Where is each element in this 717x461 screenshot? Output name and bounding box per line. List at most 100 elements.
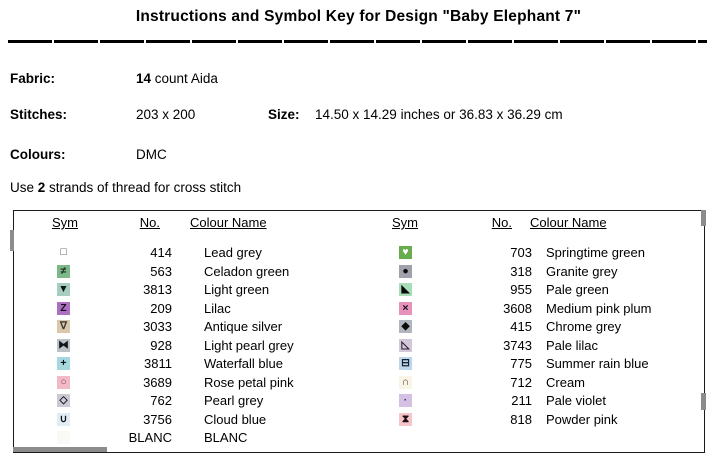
scrollbar-thumb-left[interactable] bbox=[10, 230, 14, 251]
key-row: ♥ 703 Springtime green bbox=[399, 244, 717, 263]
thread-number: 3813 bbox=[143, 282, 172, 297]
thread-number: 3689 bbox=[143, 374, 172, 390]
stitches-label: Stitches: bbox=[10, 107, 68, 122]
colour-name: Rose petal pink bbox=[204, 374, 294, 390]
title-divider-line bbox=[8, 40, 707, 43]
colour-name: Lead grey bbox=[204, 245, 262, 260]
thread-number: 3811 bbox=[144, 356, 172, 371]
hourglass-symbol-swatch: ⧗ bbox=[399, 412, 412, 426]
thread-number: 211 bbox=[511, 393, 532, 408]
header-sym-right: Sym bbox=[392, 215, 418, 230]
colour-name: Light pearl grey bbox=[204, 337, 294, 353]
small-dot-symbol-swatch: · bbox=[399, 394, 412, 407]
squared-bar-symbol-swatch: ⊟ bbox=[399, 357, 412, 370]
thread-number: 955 bbox=[510, 282, 532, 297]
colour-name: Cloud blue bbox=[204, 411, 267, 427]
triangle-lower-left-outline-symbol-swatch: ◺ bbox=[399, 338, 412, 352]
blank-symbol-swatch bbox=[57, 431, 70, 444]
header-colour-name-right: Colour Name bbox=[530, 215, 607, 230]
cross-x-symbol-swatch: × bbox=[399, 301, 412, 315]
colour-name: Springtime green bbox=[546, 245, 645, 260]
not-equal-symbol-swatch: ≠ bbox=[57, 264, 70, 278]
square-outline-symbol-swatch: □ bbox=[57, 246, 70, 259]
key-row: BLANC BLANC bbox=[57, 429, 387, 448]
thread-number: 928 bbox=[150, 337, 172, 353]
thread-number: 762 bbox=[150, 393, 172, 408]
colour-name: Summer rain blue bbox=[546, 356, 649, 371]
key-row: ◇ 762 Pearl grey bbox=[57, 392, 387, 411]
strands-note: Use 2 strands of thread for cross stitch bbox=[10, 180, 242, 195]
key-row: Z 209 Lilac bbox=[57, 300, 387, 319]
scrollbar-thumb-right-top[interactable] bbox=[701, 210, 706, 226]
key-row: · 211 Pale violet bbox=[399, 392, 717, 411]
colour-name: Pale violet bbox=[546, 393, 606, 408]
thread-number: BLANC bbox=[128, 430, 172, 445]
union-u-symbol-swatch: ∪ bbox=[57, 412, 70, 426]
scrollbar-thumb-bottom[interactable] bbox=[13, 447, 107, 452]
thread-number: 3756 bbox=[143, 411, 172, 427]
colour-name: Medium pink plum bbox=[546, 300, 652, 316]
thread-number: 818 bbox=[510, 411, 532, 427]
colour-name: Pearl grey bbox=[204, 393, 264, 408]
colour-name: Granite grey bbox=[546, 263, 618, 279]
fabric-value: 14 count Aida bbox=[136, 71, 218, 86]
triangle-down-outline-symbol-swatch: ∇ bbox=[57, 320, 70, 333]
key-row: ▼ 3813 Light green bbox=[57, 281, 387, 300]
fabric-row: Fabric: 14 count Aida bbox=[10, 71, 218, 86]
key-column-right: ♥ 703 Springtime green ● 318 Granite grey ◣ 955… bbox=[399, 244, 717, 429]
thread-number: 414 bbox=[150, 245, 172, 260]
colour-name: Pale green bbox=[546, 282, 609, 297]
circle-outline-symbol-swatch: ○ bbox=[57, 375, 70, 389]
colour-name: Waterfall blue bbox=[204, 356, 283, 371]
header-no-right: No. bbox=[491, 215, 512, 230]
diamond-filled-symbol-swatch: ◆ bbox=[399, 320, 412, 333]
thread-number: 703 bbox=[510, 245, 532, 260]
key-row: ◆ 415 Chrome grey bbox=[399, 318, 717, 337]
fabric-label: Fabric: bbox=[10, 71, 56, 86]
thread-number: 3743 bbox=[503, 337, 532, 353]
key-row: ⊟ 775 Summer rain blue bbox=[399, 355, 717, 374]
key-row: ∩ 712 Cream bbox=[399, 374, 717, 393]
key-row: ◣ 955 Pale green bbox=[399, 281, 717, 300]
thread-number: 3608 bbox=[503, 300, 532, 316]
header-no-left: No. bbox=[139, 215, 160, 230]
thread-number: 415 bbox=[510, 319, 532, 334]
key-row: ∇ 3033 Antique silver bbox=[57, 318, 387, 337]
key-row: □ 414 Lead grey bbox=[57, 244, 387, 263]
colour-name: Lilac bbox=[204, 300, 231, 316]
size-value: 14.50 x 14.29 inches or 36.83 x 36.29 cm bbox=[315, 107, 563, 122]
key-row: +3811 Waterfall blue bbox=[57, 355, 387, 374]
size-label: Size: bbox=[268, 107, 300, 122]
circle-filled-symbol-swatch: ● bbox=[399, 264, 412, 278]
plus-symbol-swatch: + bbox=[57, 357, 70, 370]
colours-row: Colours: DMC bbox=[10, 147, 167, 162]
colour-name: Cream bbox=[546, 374, 586, 390]
colour-name: BLANC bbox=[204, 430, 248, 445]
symbol-key-box: Sym No. Colour Name Sym No. Colour Name … bbox=[13, 210, 705, 453]
colours-value: DMC bbox=[136, 147, 167, 162]
stitches-value: 203 x 200 bbox=[136, 107, 196, 122]
colour-name: Chrome grey bbox=[546, 319, 622, 334]
stitches-row: Stitches: 203 x 200 Size: 14.50 x 14.29 … bbox=[10, 107, 563, 122]
key-row: ⧗ 818 Powder pink bbox=[399, 411, 717, 430]
colour-name: Antique silver bbox=[204, 319, 283, 334]
header-colour-name-left: Colour Name bbox=[190, 215, 267, 230]
key-row: ◺ 3743 Pale lilac bbox=[399, 337, 717, 356]
triangle-down-filled-symbol-swatch: ▼ bbox=[57, 283, 70, 296]
triangle-lower-left-filled-symbol-swatch: ◣ bbox=[399, 283, 412, 296]
colour-name: Celadon green bbox=[204, 263, 290, 279]
colours-label: Colours: bbox=[10, 147, 66, 162]
scrollbar-thumb-right-lower[interactable] bbox=[701, 393, 706, 410]
colour-name: Pale lilac bbox=[546, 337, 599, 353]
thread-number: 712 bbox=[510, 374, 532, 390]
page-title: Instructions and Symbol Key for Design "… bbox=[135, 8, 582, 25]
header-sym-left: Sym bbox=[52, 215, 78, 230]
key-row: ≠ 563 Celadon green bbox=[57, 263, 387, 282]
key-row: × 3608 Medium pink plum bbox=[399, 300, 717, 319]
cap-arch-symbol-swatch: ∩ bbox=[399, 375, 412, 389]
bowtie-filled-symbol-swatch: ⧓ bbox=[57, 338, 70, 352]
heart-white-symbol-swatch: ♥ bbox=[399, 246, 412, 259]
thread-number: 563 bbox=[150, 263, 172, 279]
thread-number: 775 bbox=[510, 356, 532, 371]
